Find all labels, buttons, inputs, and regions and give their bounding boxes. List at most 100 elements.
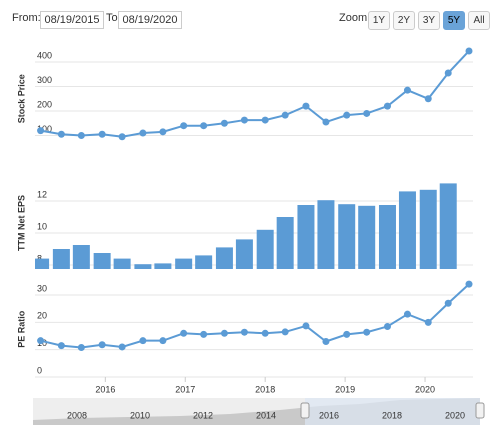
point [57,130,65,138]
bar [358,205,376,269]
point [343,111,351,119]
point [322,337,330,345]
point [444,69,452,77]
y-tick-label: 100 [37,124,52,134]
point [200,122,208,130]
zoom-label: Zoom: [339,12,371,24]
y-axis-title: PE Ratio [16,310,26,348]
x-tick-label: 2018 [255,384,275,394]
zoom-button[interactable]: All [468,11,490,30]
y-tick-label: 10 [37,221,47,231]
y-tick-label: 200 [37,99,52,109]
zoom-button[interactable]: 1Y [368,11,390,30]
bar [52,249,70,269]
point [118,133,126,141]
bar [256,229,274,269]
bar [297,205,315,269]
point [139,129,147,137]
point [98,130,106,138]
bar [398,191,416,269]
from-label: From: [12,12,41,24]
from-input[interactable]: 08/19/2015 [40,11,104,29]
point [240,116,248,124]
point [363,328,371,336]
zoom-button[interactable]: 3Y [418,11,440,30]
point [77,132,85,139]
point [383,102,391,110]
navigator-window[interactable] [305,398,480,425]
bar [175,258,193,269]
point [465,280,473,288]
navigator-label: 2010 [130,410,150,420]
bar [215,247,233,269]
navigator-label: 2016 [319,410,339,420]
point [220,329,228,337]
point [363,109,371,117]
point [403,86,411,94]
navigator-label: 2008 [67,410,87,420]
to-input[interactable]: 08/19/2020 [118,11,182,29]
point [159,128,167,136]
point [424,95,432,103]
navigator-label: 2014 [256,410,276,420]
bar [419,189,437,269]
y-tick-label: 400 [37,50,52,60]
line [40,50,470,138]
point [261,116,269,124]
y-tick-label: 8 [37,253,42,263]
y-axis-title: TTM Net EPS [16,195,26,251]
point [343,330,351,338]
point [261,329,269,337]
point [302,322,310,330]
point [240,328,248,336]
navigator-label: 2018 [382,410,402,420]
bar [35,258,50,269]
point [220,119,228,127]
point [444,299,452,307]
point [281,328,289,336]
bar [439,183,457,269]
navigator-handle[interactable] [475,402,485,419]
point [465,47,473,55]
zoom-button[interactable]: 2Y [393,11,415,30]
bar [276,217,294,269]
y-axis-title: Stock Price [16,74,26,123]
bar [72,245,90,269]
point [180,122,188,130]
bar [317,200,335,269]
point [322,118,330,126]
point [302,102,310,110]
x-tick-label: 2017 [175,384,195,394]
y-tick-label: 20 [37,311,47,321]
navigator-label: 2020 [445,410,465,420]
navigator-handle[interactable] [300,402,310,419]
point [57,342,65,350]
bar [93,253,111,269]
point [383,322,391,330]
y-tick-label: 0 [37,365,42,375]
bar [378,205,396,269]
point [281,111,289,119]
point [98,341,106,349]
x-tick-label: 2016 [95,384,115,394]
bar [134,264,152,269]
point [200,330,208,338]
point [180,329,188,337]
navigator-label: 2012 [193,410,213,420]
bar [195,255,213,269]
point [77,344,85,352]
bar [338,204,356,269]
bar [154,263,172,269]
point [159,337,167,345]
point [139,337,147,345]
point [424,318,432,326]
point [118,343,126,351]
y-tick-label: 12 [37,189,47,199]
x-tick-label: 2019 [335,384,355,394]
x-tick-label: 2020 [415,384,435,394]
point [37,127,45,135]
bar [113,258,131,269]
zoom-button[interactable]: 5Y [443,11,465,30]
